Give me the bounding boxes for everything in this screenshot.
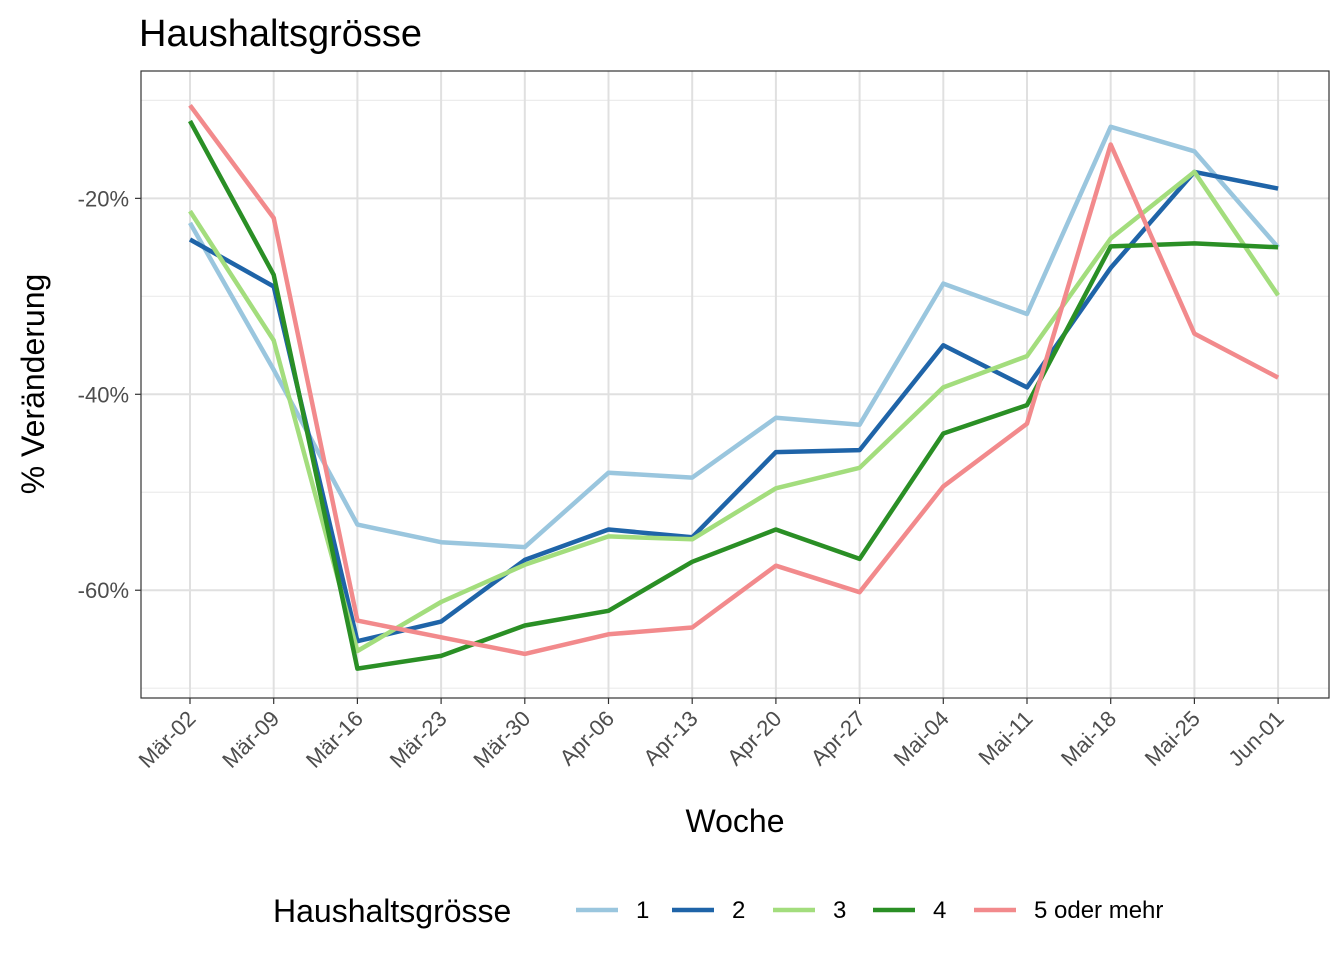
legend-label-4: 4 bbox=[933, 897, 946, 924]
series-line-1 bbox=[188, 124, 1280, 550]
chart-title: Haushaltsgrösse bbox=[139, 13, 422, 55]
legend-label-5: 5 oder mehr bbox=[1034, 897, 1163, 924]
x-tick-label: Mai-04 bbox=[889, 706, 954, 771]
legend-label-1: 1 bbox=[636, 897, 649, 924]
x-tick-label: Apr-06 bbox=[555, 706, 619, 770]
series-line-2 bbox=[188, 169, 1279, 644]
y-tick-label: -40% bbox=[78, 382, 129, 407]
plot-panel-border bbox=[140, 70, 1330, 699]
grid-major bbox=[141, 71, 1329, 698]
y-tick-label: -60% bbox=[78, 578, 129, 603]
legend-title: Haushaltsgrösse bbox=[273, 893, 511, 929]
y-tick-label: -20% bbox=[78, 186, 129, 211]
x-tick-label: Mai-18 bbox=[1056, 706, 1121, 771]
x-tick-label: Jun-01 bbox=[1223, 706, 1288, 771]
series-line-4 bbox=[188, 119, 1279, 671]
x-tick-label: Apr-27 bbox=[806, 706, 870, 770]
x-axis-title: Woche bbox=[685, 803, 784, 839]
x-tick-label: Mär-23 bbox=[385, 706, 452, 773]
x-tick-label: Apr-20 bbox=[722, 706, 786, 770]
x-tick-label: Mai-25 bbox=[1140, 706, 1205, 771]
x-tick-label: Mär-30 bbox=[468, 706, 535, 773]
series-lines bbox=[188, 103, 1280, 671]
legend-items: 1 2 3 4 5 oder mehr bbox=[576, 897, 1163, 924]
series-line-3 bbox=[188, 169, 1280, 654]
x-tick-label: Mär-16 bbox=[301, 706, 368, 773]
y-axis: -20% -40% -60% bbox=[78, 186, 141, 603]
x-tick-label: Apr-13 bbox=[638, 706, 702, 770]
x-tick-label: Mai-11 bbox=[973, 706, 1037, 770]
legend-label-3: 3 bbox=[833, 897, 846, 924]
legend-label-2: 2 bbox=[732, 897, 745, 924]
legend: Haushaltsgrösse 1 2 3 4 5 oder mehr bbox=[273, 893, 1163, 929]
x-tick-label: Mär-02 bbox=[134, 706, 201, 773]
series-line-5 bbox=[188, 103, 1280, 657]
y-axis-title: % Veränderung bbox=[15, 274, 51, 495]
x-axis: Mär-02 Mär-09 Mär-16 Mär-23 Mär-30 Apr-06 Apr-… bbox=[134, 698, 1289, 773]
x-tick-label: Mär-09 bbox=[217, 706, 284, 773]
